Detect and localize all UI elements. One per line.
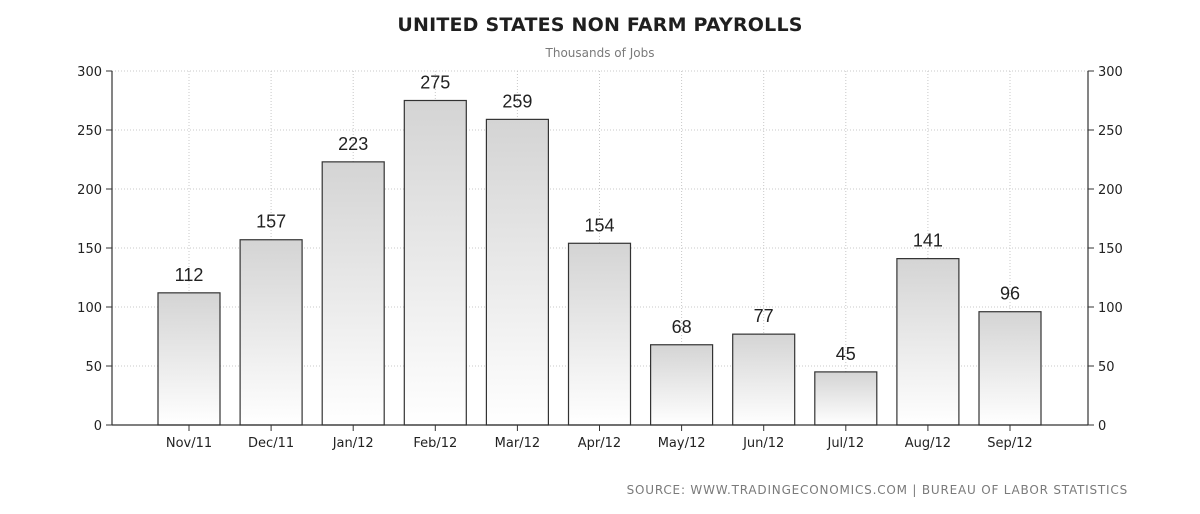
y-tick-label-right: 250 (1098, 124, 1123, 139)
data-label: 259 (502, 91, 532, 111)
x-tick-label: May/12 (658, 436, 706, 451)
data-label: 275 (420, 73, 450, 93)
bar (732, 333, 796, 426)
y-tick-label-left: 0 (94, 419, 102, 434)
y-tick-label-left: 150 (77, 242, 102, 257)
chart-subtitle: Thousands of Jobs (545, 46, 655, 60)
x-tick-label: Jan/12 (332, 436, 374, 451)
x-tick-label: Mar/12 (495, 436, 540, 451)
data-label: 77 (754, 306, 774, 326)
data-label: 157 (256, 212, 286, 232)
bar (814, 371, 878, 426)
data-label: 223 (338, 134, 368, 154)
y-tick-label-left: 100 (77, 301, 102, 316)
data-label: 112 (175, 265, 204, 285)
y-tick-label-right: 200 (1098, 183, 1123, 198)
bar (485, 118, 549, 426)
data-label: 68 (672, 317, 692, 337)
x-tick-label: Aug/12 (905, 436, 951, 451)
x-tick-label: Jul/12 (826, 436, 864, 451)
y-tick-label-right: 50 (1098, 360, 1115, 375)
chart-title: UNITED STATES NON FARM PAYROLLS (397, 14, 803, 36)
bar (321, 161, 385, 426)
source-note: SOURCE: WWW.TRADINGECONOMICS.COM | BUREA… (626, 483, 1128, 497)
y-tick-label-left: 300 (77, 65, 102, 80)
bar (403, 99, 467, 426)
x-tick-label: Apr/12 (578, 436, 621, 451)
bar (896, 258, 960, 426)
y-tick-label-left: 200 (77, 183, 102, 198)
bar (239, 239, 303, 426)
y-tick-label-right: 150 (1098, 242, 1123, 257)
bar (567, 242, 632, 426)
data-label: 154 (584, 215, 614, 235)
bar (157, 292, 221, 426)
bar (649, 344, 714, 426)
bars (157, 99, 1042, 426)
x-tick-label: Sep/12 (987, 436, 1032, 451)
x-tick-label: Jun/12 (742, 436, 784, 451)
x-tick-label: Dec/11 (248, 436, 294, 451)
data-label: 45 (836, 344, 856, 364)
y-tick-label-right: 100 (1098, 301, 1123, 316)
y-tick-label-left: 250 (77, 124, 102, 139)
bar (978, 311, 1042, 426)
axes (106, 70, 1094, 431)
y-tick-label-left: 50 (85, 360, 102, 375)
data-label: 141 (913, 231, 943, 251)
y-tick-label-right: 300 (1098, 65, 1123, 80)
x-tick-label: Nov/11 (166, 436, 212, 451)
x-tick-label: Feb/12 (413, 436, 457, 451)
labels: 0 0 50 50 100 100 150 150 200 200 250 250 300 300 112 N… (77, 65, 1123, 451)
y-tick-label-right: 0 (1098, 419, 1106, 434)
data-label: 96 (1000, 284, 1020, 304)
